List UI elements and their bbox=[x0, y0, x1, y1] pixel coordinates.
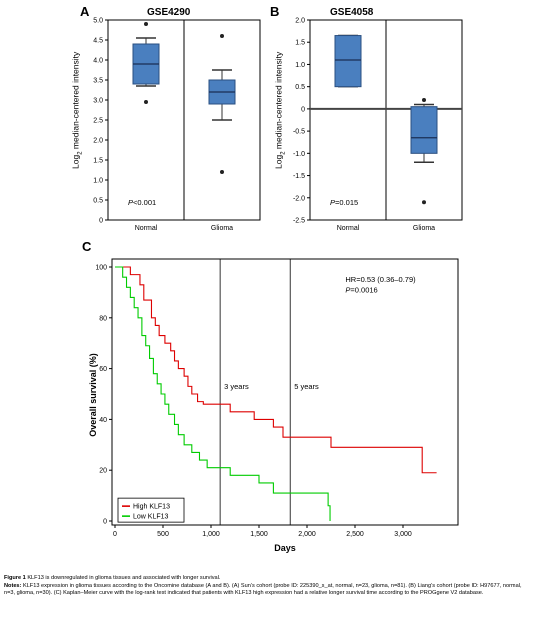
x-tick-label: 1,000 bbox=[202, 531, 220, 538]
outlier-point bbox=[422, 98, 426, 102]
panel-b-chart: 2.0 1.5 1.0 0.5 0 -0.5 -1.0 -1.5 -2.0 -2.5 Normal G… bbox=[293, 18, 463, 232]
year-marker-label: 5 years bbox=[294, 382, 319, 391]
panel-b-letter: B bbox=[270, 4, 280, 19]
x-tick-label: 500 bbox=[157, 531, 169, 538]
y-tick-label: -1.5 bbox=[293, 173, 305, 180]
y-tick-label: 1.5 bbox=[93, 158, 103, 165]
x-category-label: Normal bbox=[135, 225, 158, 232]
panel-a-letter: A bbox=[80, 4, 90, 19]
x-tick-label: 0 bbox=[113, 531, 117, 538]
y-tick-label: 1.0 bbox=[295, 62, 305, 69]
y-tick-label: 4.0 bbox=[93, 58, 103, 65]
x-tick-label: 2,500 bbox=[346, 531, 364, 538]
caption-line1: Figure 1 KLF13 is downregulated in gliom… bbox=[4, 575, 532, 583]
panel-a-chart: 5.0 4.5 4.0 3.5 3.0 2.5 2.0 1.5 1.0 0.5 0 Normal Gli… bbox=[93, 18, 261, 232]
y-tick-label: 2.0 bbox=[93, 138, 103, 145]
survival-curve bbox=[115, 266, 331, 521]
p-value-label: P=0.015 bbox=[330, 198, 358, 207]
panel-b-title: GSE4058 bbox=[330, 7, 374, 18]
caption-notes-label: Notes: bbox=[4, 582, 22, 589]
survival-curve bbox=[115, 266, 437, 474]
plot-frame bbox=[111, 258, 459, 526]
hazard-ratio-label: HR=0.53 (0.36–0.79) bbox=[345, 275, 416, 284]
outlier-point bbox=[144, 100, 148, 104]
panel-a-ylabel: Log2 median-centered intensity bbox=[70, 51, 84, 169]
y-tick-label: -0.5 bbox=[293, 129, 305, 136]
legend-label: High KLF13 bbox=[133, 504, 170, 511]
y-tick-label: 0 bbox=[103, 519, 107, 526]
y-tick-label: 1.0 bbox=[93, 178, 103, 185]
x-tick-label: 1,500 bbox=[250, 531, 268, 538]
caption-title: KLF13 is downregulated in glioma tissues… bbox=[27, 575, 221, 581]
y-tick-label: 80 bbox=[99, 315, 107, 322]
x-tick-label: 3,000 bbox=[394, 531, 412, 538]
y-tick-label: 3.0 bbox=[93, 98, 103, 105]
outlier-point bbox=[220, 170, 224, 174]
outlier-point bbox=[220, 34, 224, 38]
p-value-label: P<0.001 bbox=[128, 198, 156, 207]
y-tick-label: 0.5 bbox=[295, 84, 305, 91]
legend-box bbox=[117, 497, 185, 523]
box-iqr bbox=[334, 35, 362, 88]
y-tick-label: 4.5 bbox=[93, 38, 103, 45]
outlier-point bbox=[422, 200, 426, 205]
y-tick-label: 40 bbox=[99, 417, 107, 424]
logrank-p-label: P=0.0016 bbox=[345, 285, 377, 294]
y-tick-label: 100 bbox=[96, 265, 107, 272]
panel-c-chart: 100 80 60 40 20 00 500 1,000 1,500 2,000 2,500 3,00… bbox=[96, 258, 459, 553]
x-tick-label: 2,000 bbox=[298, 531, 316, 538]
y-tick-label: 1.5 bbox=[295, 40, 305, 47]
x-category-label: Glioma bbox=[413, 225, 435, 232]
y-tick-label: 2.5 bbox=[93, 118, 103, 125]
y-tick-label: 0 bbox=[99, 218, 103, 225]
y-tick-label: 0.5 bbox=[93, 198, 103, 205]
outlier-point bbox=[144, 22, 148, 26]
box-iqr bbox=[410, 106, 438, 154]
legend-label: Low KLF13 bbox=[133, 514, 169, 521]
y-tick-label: -2.0 bbox=[293, 195, 305, 202]
caption-notes-text: KLF13 expression in glioma tissues accor… bbox=[4, 582, 522, 597]
caption-figure-label: Figure 1 bbox=[4, 575, 26, 581]
panel-a-title: GSE4290 bbox=[147, 7, 191, 18]
y-tick-label: 3.5 bbox=[93, 78, 103, 85]
x-category-label: Glioma bbox=[211, 225, 233, 232]
y-tick-label: -1.0 bbox=[293, 151, 305, 158]
y-tick-label: 5.0 bbox=[93, 18, 103, 25]
y-tick-label: 60 bbox=[99, 366, 107, 373]
year-marker-label: 3 years bbox=[224, 382, 249, 391]
figure-caption: Figure 1 KLF13 is downregulated in gliom… bbox=[4, 575, 532, 598]
y-tick-label: 0 bbox=[301, 106, 305, 113]
panel-c-letter: C bbox=[82, 239, 92, 254]
y-tick-label: 2.0 bbox=[295, 18, 305, 25]
y-tick-label: 20 bbox=[99, 468, 107, 475]
y-tick-label: -2.5 bbox=[293, 218, 305, 225]
panel-b-ylabel: Log2 median-centered intensity bbox=[273, 51, 287, 169]
caption-notes: Notes: KLF13 expression in glioma tissue… bbox=[4, 583, 532, 598]
x-category-label: Normal bbox=[337, 225, 360, 232]
x-axis-label: Days bbox=[274, 543, 296, 553]
